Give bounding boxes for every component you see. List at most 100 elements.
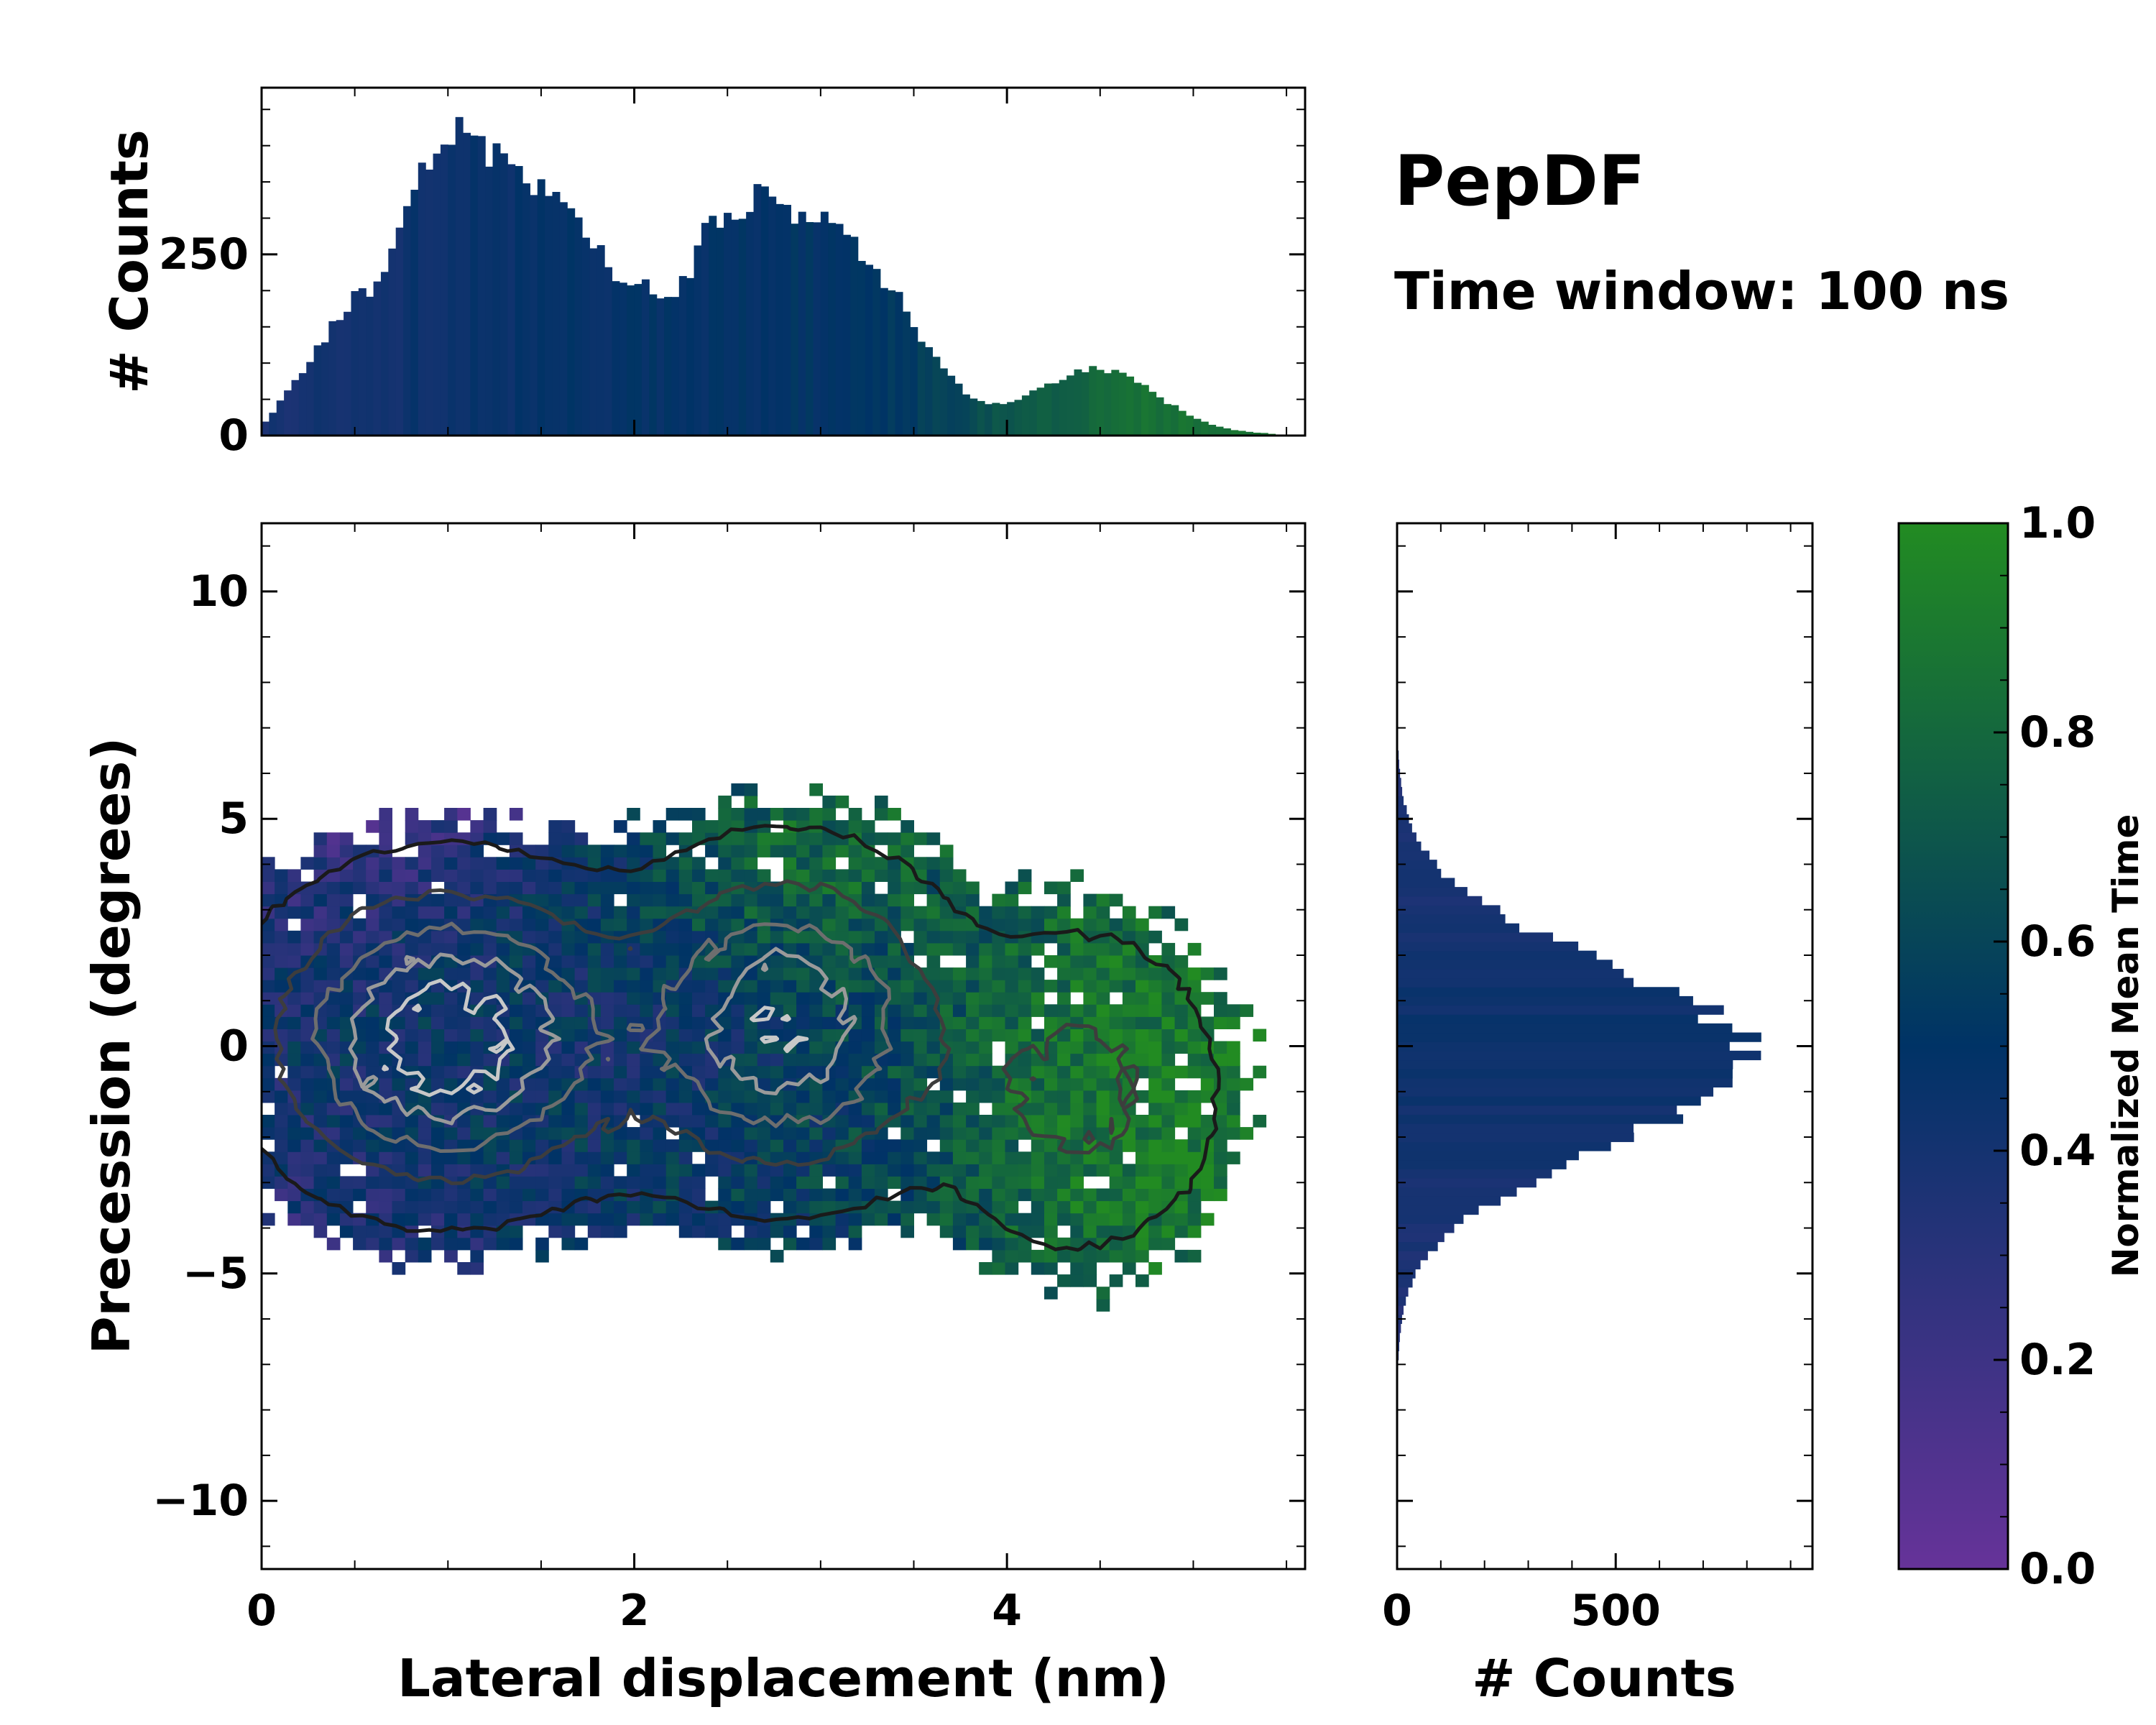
heatmap-cell xyxy=(718,1176,732,1189)
heatmap-cell xyxy=(1200,1077,1215,1091)
heatmap-cell xyxy=(1018,1188,1032,1202)
heatmap-cell xyxy=(861,881,875,895)
top-histogram-bar xyxy=(1014,400,1023,436)
top-histogram-bar xyxy=(992,402,1000,436)
heatmap-cell xyxy=(496,967,510,980)
heatmap-cell xyxy=(966,1151,980,1164)
heatmap-cell xyxy=(509,869,523,882)
heatmap-cell xyxy=(900,906,914,919)
heatmap-cell xyxy=(1135,1016,1149,1029)
side-histogram-bar xyxy=(1397,1132,1634,1142)
heatmap-cell xyxy=(757,1102,771,1116)
heatmap-cell xyxy=(835,918,849,932)
heatmap-cell xyxy=(405,1090,419,1103)
heatmap-cell xyxy=(952,1115,967,1128)
heatmap-cell xyxy=(822,1164,837,1177)
heatmap-cell xyxy=(1161,1029,1176,1042)
heatmap-cell xyxy=(627,918,640,932)
heatmap-cell xyxy=(900,967,914,980)
heatmap-cell xyxy=(627,992,640,1005)
heatmap-cell xyxy=(444,1004,458,1017)
heatmap-cell xyxy=(379,1102,392,1116)
heatmap-cell xyxy=(522,1102,536,1116)
heatmap-cell xyxy=(1057,1077,1071,1091)
heatmap-cell xyxy=(483,1213,497,1226)
heatmap-cell xyxy=(770,808,784,821)
heatmap-cell xyxy=(848,881,862,895)
heatmap-cell xyxy=(1187,1200,1202,1214)
heatmap-cell xyxy=(366,1151,379,1164)
top-histogram-bar xyxy=(522,183,530,436)
heatmap-cell xyxy=(678,869,693,882)
top-histogram-bar xyxy=(1260,433,1268,436)
heatmap-cell xyxy=(379,1004,392,1017)
heatmap-cell xyxy=(900,820,914,833)
heatmap-cell xyxy=(339,1176,354,1189)
heatmap-cell xyxy=(300,906,315,919)
heatmap-cell xyxy=(262,967,275,980)
heatmap-cell xyxy=(705,906,719,919)
heatmap-cell xyxy=(678,1115,693,1128)
heatmap-cell xyxy=(1122,1053,1136,1067)
heatmap-cell xyxy=(822,1127,837,1140)
heatmap-cell xyxy=(379,881,392,895)
heatmap-cell xyxy=(1005,1213,1019,1226)
heatmap-cell xyxy=(300,1016,315,1029)
heatmap-cell xyxy=(1174,1065,1189,1079)
heatmap-cell xyxy=(939,942,954,956)
heatmap-cell xyxy=(587,1065,602,1079)
heatmap-cell xyxy=(313,1139,328,1152)
heatmap-cell xyxy=(809,857,823,870)
heatmap-cell xyxy=(1005,1188,1019,1202)
heatmap-cell xyxy=(509,906,523,919)
heatmap-cell xyxy=(1044,1016,1058,1029)
heatmap-cell xyxy=(757,1164,771,1177)
heatmap-cell xyxy=(313,1115,328,1128)
heatmap-cell xyxy=(731,1016,745,1029)
heatmap-cell xyxy=(731,1029,745,1042)
heatmap-cell xyxy=(1031,906,1045,919)
heatmap-cell xyxy=(757,869,771,882)
top-histogram-bar xyxy=(1230,430,1239,436)
heatmap-cell xyxy=(1044,918,1058,932)
heatmap-cell xyxy=(1070,1041,1084,1054)
heatmap-cell xyxy=(470,1176,484,1189)
heatmap-cell xyxy=(1057,1041,1071,1054)
heatmap-cell xyxy=(770,1065,784,1079)
heatmap-cell xyxy=(770,845,784,857)
heatmap-cell xyxy=(405,808,419,821)
heatmap-cell xyxy=(509,918,523,932)
side-histogram-bar xyxy=(1397,878,1455,888)
heatmap-cell xyxy=(600,1200,614,1214)
heatmap-cell xyxy=(561,832,576,845)
heatmap-cell xyxy=(1253,1065,1267,1079)
heatmap-cell xyxy=(757,1041,771,1054)
heatmap-cell xyxy=(509,1053,523,1067)
heatmap-cell xyxy=(339,1029,354,1042)
heatmap-cell xyxy=(835,955,849,968)
heatmap-cell xyxy=(574,942,589,956)
side-histogram-bar xyxy=(1397,1005,1724,1015)
heatmap-cell xyxy=(718,845,732,857)
heatmap-cell xyxy=(496,1176,510,1189)
heatmap-cell xyxy=(548,942,562,956)
heatmap-cell xyxy=(875,1213,888,1226)
heatmap-cell xyxy=(587,845,602,857)
heatmap-cell xyxy=(262,893,275,907)
heatmap-cell xyxy=(470,869,484,882)
heatmap-cell xyxy=(522,1077,536,1091)
heatmap-cell xyxy=(548,992,562,1005)
heatmap-cell xyxy=(326,1151,341,1164)
heatmap-cell xyxy=(770,967,784,980)
heatmap-cell xyxy=(509,992,523,1005)
heatmap-cell xyxy=(339,832,354,845)
heatmap-cell xyxy=(1083,1090,1097,1103)
heatmap-cell xyxy=(418,1213,432,1226)
heatmap-cell xyxy=(770,1225,784,1238)
heatmap-cell xyxy=(1214,1164,1227,1177)
heatmap-cell xyxy=(952,980,967,993)
heatmap-cell xyxy=(692,820,706,833)
side-histogram: 0 500 # Counts xyxy=(1382,522,1814,1708)
heatmap-cell xyxy=(848,980,862,993)
top-histogram-bar xyxy=(694,245,702,436)
